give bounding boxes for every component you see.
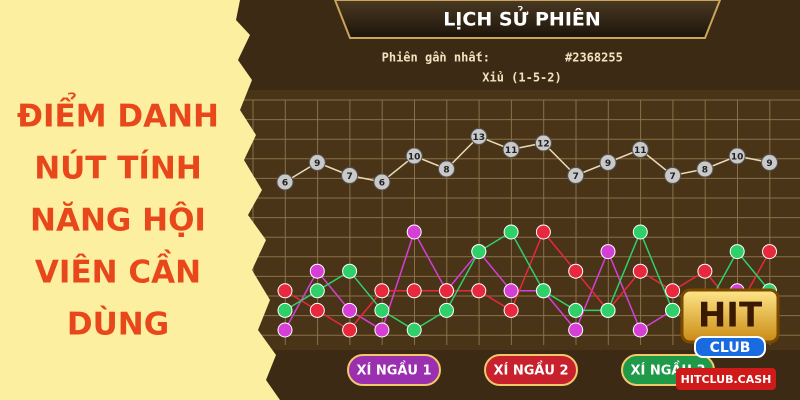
sum-label: 7: [669, 172, 675, 182]
sum-dot: [631, 141, 649, 158]
dice-dot: [632, 322, 648, 338]
dice-dot: [309, 283, 325, 299]
dice-dot: [568, 322, 584, 338]
dice-dot: [568, 302, 584, 318]
logo-site-bg: [676, 368, 776, 390]
sum-dot: [696, 160, 714, 178]
sum-dot: [341, 167, 359, 184]
promo-line: DÙNG: [67, 306, 169, 343]
sum-label: 10: [408, 153, 421, 163]
sum-dot: [276, 173, 294, 191]
sum-dot: [599, 154, 617, 171]
dice-dot: [439, 283, 454, 299]
sum-dot: [567, 167, 585, 184]
sum-label: 8: [443, 166, 449, 176]
dice-dot: [471, 244, 487, 260]
buttons: XÍ NGẦU 1 XÍ NGẦU 2 XÍ NGẦU 3: [347, 354, 715, 386]
promo-line: VIÊN CẦN: [35, 251, 201, 291]
sum-dot: [470, 128, 488, 145]
sum-label: 6: [379, 179, 385, 189]
dice-dot: [503, 224, 519, 240]
sum-dot: [534, 134, 552, 152]
sum-label: 7: [573, 172, 579, 182]
dice-dot: [503, 283, 519, 299]
button-label: XÍ NGẦU 1: [356, 361, 431, 379]
dice-line: [284, 230, 771, 331]
dice-dot: [503, 302, 519, 318]
logo: HIT CLUB HITCLUB.CASH: [676, 288, 780, 390]
latest-result: Xỉu (1-5-2): [482, 71, 561, 85]
dice-dot: [277, 302, 293, 318]
promo-title: ĐIỂM DANH NÚT TÍNH NĂNG HỘI VIÊN CẦN DÙNG: [17, 94, 219, 343]
sum-dot: [502, 141, 520, 158]
dice-dot: [632, 263, 648, 279]
promo-line: NĂNG HỘI: [30, 202, 206, 239]
logo-club: [694, 336, 766, 358]
dice-dot: [406, 224, 422, 240]
dice-dot: [697, 263, 713, 279]
sum-dot: [373, 173, 391, 191]
sum-label: 11: [634, 146, 647, 156]
sum-label: 11: [505, 146, 518, 156]
dice-dot: [632, 224, 648, 240]
dice-dot: [342, 302, 358, 318]
promo-line: ĐIỂM DANH: [17, 94, 219, 135]
latest-label: Phiên gần nhất:: [382, 51, 490, 65]
dice-dot: [277, 283, 293, 299]
logo-top: HIT: [698, 296, 763, 336]
logo-bottom: CLUB: [710, 340, 751, 356]
dice-dot: [535, 283, 551, 299]
latest-id: #2368255: [565, 51, 623, 65]
sum-dot: [308, 154, 326, 171]
button[interactable]: [347, 354, 441, 386]
sum-label: 8: [702, 166, 708, 176]
dice-dot: [309, 302, 325, 318]
dice-dot: [535, 224, 551, 240]
promo-line: NÚT TÍNH: [34, 150, 202, 187]
dice-dot: [568, 263, 584, 279]
dice-dot: [342, 263, 358, 279]
sum-dot: [438, 160, 455, 178]
sum-label: 10: [731, 153, 744, 163]
sum-label: 12: [537, 140, 550, 150]
dice-dot: [665, 283, 681, 299]
dice-dot: [406, 283, 422, 299]
logo-site: HITCLUB.CASH: [681, 373, 772, 386]
dice-dot: [600, 244, 616, 260]
header-plate: [333, 0, 722, 39]
sum-dot: [761, 154, 778, 171]
dice-dot: [309, 263, 325, 279]
dice-dot: [762, 244, 777, 260]
panel-title: LỊCH SỬ PHIÊN: [443, 6, 601, 31]
sum-label: 6: [282, 179, 288, 189]
dice-dot: [374, 302, 390, 318]
dice-dot: [471, 283, 487, 299]
dice-dot: [729, 244, 745, 260]
dice-dot: [374, 322, 390, 338]
sum-label: 9: [766, 159, 772, 169]
sum-label: 9: [314, 159, 320, 169]
sum-dot: [664, 167, 682, 184]
sum-label: 9: [605, 159, 611, 169]
sum-label: 7: [346, 172, 352, 182]
sum-label: 13: [473, 133, 486, 143]
promo-bg: [0, 0, 280, 400]
dice-dot: [277, 322, 293, 338]
dice-dot: [439, 302, 454, 318]
sum-chart: 6 9 7 6 10 8 13 11 12 7 9 11 7 8 10 9: [276, 128, 778, 191]
dice-dot: [374, 283, 390, 299]
dice-dot: [342, 322, 358, 338]
dice-dot: [600, 302, 616, 318]
sum-dot: [728, 147, 746, 165]
button[interactable]: [484, 354, 578, 386]
dice-dot: [406, 322, 422, 338]
button-label: XÍ NGẦU 2: [493, 361, 568, 379]
sum-dot: [405, 147, 423, 165]
dice-dot: [665, 302, 681, 318]
sum-line: [284, 135, 770, 183]
